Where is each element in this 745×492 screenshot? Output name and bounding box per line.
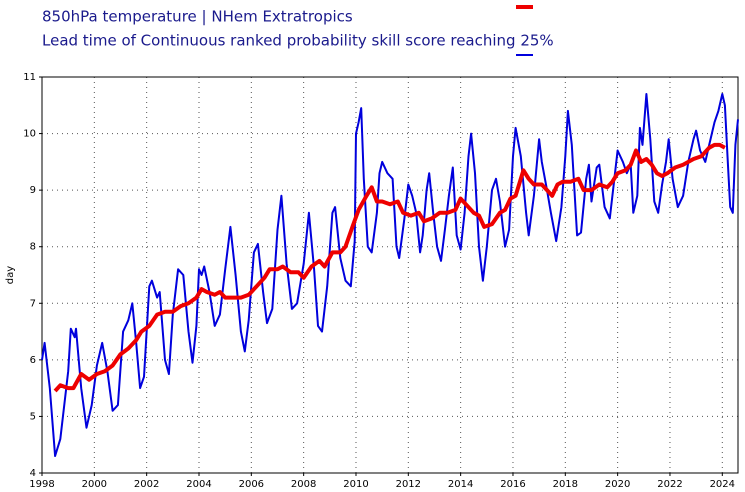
x-tick-label: 2016 (500, 479, 525, 490)
y-tick-label: 9 (30, 185, 36, 196)
x-tick-label: 2022 (657, 479, 682, 490)
line-series (53, 142, 726, 393)
y-tick-label: 10 (23, 129, 36, 140)
x-tick-label: 2020 (605, 479, 630, 490)
x-tick-label: 2024 (710, 479, 735, 490)
x-tick-label: 2014 (448, 479, 473, 490)
y-tick-label: 4 (30, 468, 36, 479)
x-tick-label: 2010 (343, 479, 368, 490)
y-tick-label: 8 (30, 242, 36, 253)
plot-frame (41, 76, 739, 474)
y-tick-label: 6 (30, 355, 36, 366)
y-tick-label: 11 (23, 72, 36, 83)
x-tick-label: 2000 (82, 479, 107, 490)
x-tick-label: 2004 (186, 479, 211, 490)
x-tick-label: 2002 (134, 479, 159, 490)
y-axis-label: day (5, 266, 16, 284)
legend-label: Lead time of Continuous ranked probabili… (42, 32, 554, 50)
x-tick-label: 2018 (553, 479, 578, 490)
x-tick-label: 2006 (239, 479, 264, 490)
x-tick-label: 2008 (291, 479, 316, 490)
line-series (41, 93, 739, 457)
x-tick-label: 2012 (396, 479, 421, 490)
y-tick-label: 5 (30, 411, 36, 422)
y-tick-label: 7 (30, 298, 36, 309)
x-tick-label: 1998 (29, 479, 54, 490)
legend-label: 850hPa temperature | NHem Extratropics (42, 8, 353, 26)
